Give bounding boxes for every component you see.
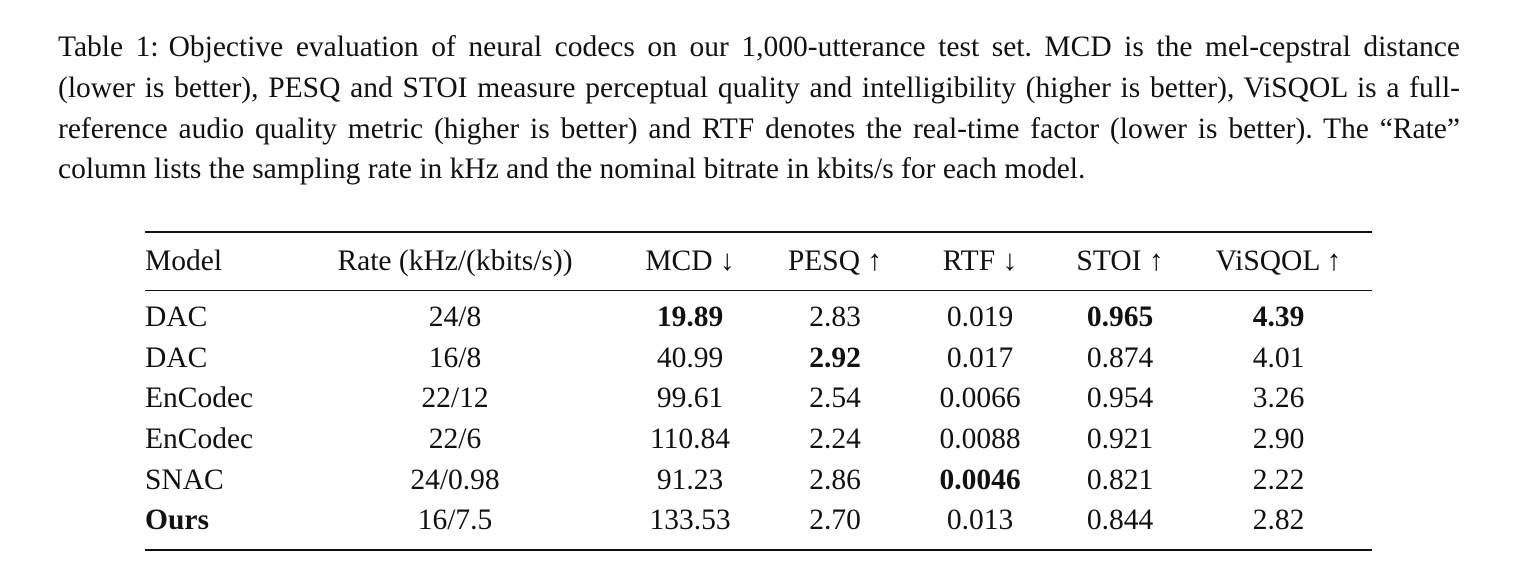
- value-cell: 91.23: [656, 463, 724, 496]
- value-cell: 0.0088: [939, 422, 1021, 455]
- value-cell: 0.821: [1086, 463, 1154, 496]
- value-cell: 110.84: [649, 422, 731, 455]
- table-row: EnCodec 22/6 110.84 2.24 0.0088 0.921 2.90: [145, 419, 1372, 460]
- value-cell: 16/8: [428, 341, 482, 374]
- table-row: Ours 16/7.5 133.53 2.70 0.013 0.844 2.82: [145, 500, 1372, 551]
- value-cell: 4.01: [1252, 341, 1305, 374]
- model-cell: EnCodec: [145, 422, 254, 455]
- value-cell: 0.965: [1086, 300, 1154, 333]
- value-cell: 99.61: [656, 382, 724, 415]
- column-header: Model: [145, 245, 223, 277]
- value-cell: 2.54: [809, 382, 861, 415]
- value-cell: 2.92: [809, 341, 861, 374]
- column-header: ViSQOL ↑: [1215, 245, 1342, 277]
- value-cell: 0.874: [1086, 341, 1154, 374]
- value-cell: 0.017: [946, 341, 1014, 374]
- caption: Table 1: Objective evaluation of neural c…: [58, 27, 1460, 190]
- model-cell: DAC: [145, 300, 208, 333]
- value-cell: 0.013: [946, 504, 1014, 537]
- value-cell: 2.82: [1252, 504, 1305, 537]
- value-cell: 3.26: [1252, 382, 1305, 415]
- column-header: STOI ↑: [1076, 245, 1164, 277]
- value-cell: 22/6: [428, 422, 482, 455]
- table-row: DAC 24/8 19.89 2.83 0.019 0.965 4.39: [145, 291, 1372, 338]
- value-cell: 2.90: [1252, 422, 1305, 455]
- caption-text: Objective evaluation of neural codecs on…: [58, 31, 1460, 186]
- value-cell: 19.89: [656, 300, 724, 333]
- value-cell: 2.24: [809, 422, 861, 455]
- value-cell: 0.844: [1086, 504, 1154, 537]
- value-cell: 2.22: [1252, 463, 1305, 496]
- value-cell: 0.0066: [939, 382, 1021, 415]
- table-row: EnCodec 22/12 99.61 2.54 0.0066 0.954 3.26: [145, 378, 1372, 419]
- caption-label: Table 1:: [58, 31, 159, 63]
- model-cell: Ours: [145, 504, 209, 537]
- value-cell: 2.70: [809, 504, 861, 537]
- table-row: DAC 16/8 40.99 2.92 0.017 0.874 4.01: [145, 338, 1372, 379]
- header-row: Model Rate (kHz/(kbits/s)) MCD ↓ PESQ ↑ RTF …: [145, 232, 1372, 291]
- column-header: MCD ↓: [645, 245, 735, 277]
- value-cell: 24/8: [428, 300, 482, 333]
- value-cell: 4.39: [1252, 300, 1305, 333]
- value-cell: 133.53: [649, 504, 731, 537]
- value-cell: 24/0.98: [410, 463, 500, 496]
- table-row: SNAC 24/0.98 91.23 2.86 0.0046 0.821 2.22: [145, 460, 1372, 501]
- value-cell: 2.83: [809, 300, 861, 333]
- value-cell: 2.86: [809, 463, 861, 496]
- value-cell: 16/7.5: [417, 504, 493, 537]
- model-cell: SNAC: [145, 463, 224, 496]
- column-header: RTF ↓: [942, 245, 1018, 277]
- value-cell: 0.921: [1086, 422, 1154, 455]
- column-header: Rate (kHz/(kbits/s)): [337, 245, 573, 277]
- value-cell: 0.0046: [939, 463, 1021, 496]
- model-cell: DAC: [145, 341, 208, 374]
- value-cell: 0.954: [1086, 382, 1154, 415]
- model-cell: EnCodec: [145, 382, 254, 415]
- results-table: Model Rate (kHz/(kbits/s)) MCD ↓ PESQ ↑ RTF …: [145, 231, 1372, 551]
- value-cell: 0.019: [946, 300, 1014, 333]
- column-header: PESQ ↑: [787, 245, 883, 277]
- value-cell: 22/12: [421, 382, 489, 415]
- value-cell: 40.99: [656, 341, 724, 374]
